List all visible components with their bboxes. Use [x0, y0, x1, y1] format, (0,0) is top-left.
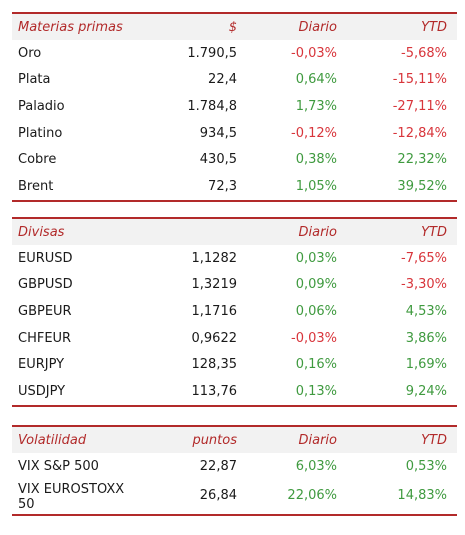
row-value: 430,5: [199, 152, 237, 168]
table-bottom-rule: [12, 199, 457, 202]
row-name: EURJPY: [18, 357, 65, 373]
commodities-header: Materias primas $ Diario YTD: [12, 12, 457, 40]
table-row: Platino 934,5 -0,12% -12,84%: [12, 120, 457, 147]
table-row: VIX EUROSTOXX 50 26,84 22,06% 14,83%: [12, 480, 457, 514]
header-name: Volatilidad: [18, 432, 87, 448]
table-row: GBPUSD 1,3219 0,09% -3,30%: [12, 272, 457, 299]
table-row: GBPEUR 1,1716 0,06% 4,53%: [12, 298, 457, 325]
header-ytd: YTD: [421, 19, 447, 35]
table-row: CHFEUR 0,9622 -0,03% 3,86%: [12, 325, 457, 352]
row-value: 934,5: [199, 125, 237, 141]
row-value: 1.784,8: [187, 98, 237, 114]
row-daily: 0,16%: [295, 357, 337, 373]
row-name: GBPUSD: [18, 277, 73, 293]
row-value: 1,1716: [191, 303, 238, 319]
row-value: 22,87: [199, 458, 237, 474]
row-name: Cobre: [18, 152, 57, 168]
row-value: 113,76: [191, 383, 238, 399]
header-daily: Diario: [298, 224, 338, 240]
table-row: Brent 72,3 1,05% 39,52%: [12, 173, 457, 200]
row-name: Oro: [18, 45, 42, 61]
currencies-table: Divisas Diario YTD EURUSD 1,1282 0,03% -…: [12, 217, 457, 407]
table-bottom-rule: [12, 404, 457, 407]
header-daily: Diario: [298, 432, 338, 448]
row-ytd: 0,53%: [405, 458, 447, 474]
row-daily: -0,03%: [291, 45, 337, 61]
header-unit: $: [228, 19, 237, 35]
row-name: VIX S&P 500: [18, 458, 99, 474]
table-row: Oro 1.790,5 -0,03% -5,68%: [12, 40, 457, 67]
row-ytd: 1,69%: [405, 357, 447, 373]
header-name: Divisas: [18, 224, 65, 240]
row-daily: 6,03%: [295, 458, 337, 474]
row-value: 128,35: [191, 357, 238, 373]
header-ytd: YTD: [421, 432, 447, 448]
row-name: Plata: [18, 72, 51, 88]
row-name: VIX EUROSTOXX 50: [18, 481, 125, 512]
row-daily: 0,64%: [295, 72, 337, 88]
row-daily: 1,73%: [295, 98, 337, 114]
row-daily: 0,09%: [295, 277, 337, 293]
row-value: 1,3219: [191, 277, 238, 293]
table-row: VIX S&P 500 22,87 6,03% 0,53%: [12, 453, 457, 480]
row-ytd: -3,30%: [401, 277, 447, 293]
table-row: Paladio 1.784,8 1,73% -27,11%: [12, 93, 457, 120]
row-daily: 0,13%: [295, 383, 337, 399]
row-daily: 22,06%: [287, 487, 337, 503]
row-value: 72,3: [208, 178, 237, 194]
header-unit: puntos: [192, 432, 237, 448]
table-bottom-rule: [12, 513, 457, 516]
commodities-table: Materias primas $ Diario YTD Oro 1.790,5…: [12, 12, 457, 202]
volatility-table: Volatilidad puntos Diario YTD VIX S&P 50…: [12, 425, 457, 516]
row-ytd: -27,11%: [392, 98, 447, 114]
row-daily: 1,05%: [295, 178, 337, 194]
row-value: 22,4: [208, 72, 237, 88]
row-ytd: 39,52%: [397, 178, 447, 194]
row-ytd: 22,32%: [397, 152, 447, 168]
row-ytd: -7,65%: [401, 250, 447, 266]
table-row: USDJPY 113,76 0,13% 9,24%: [12, 378, 457, 405]
table-row: Plata 22,4 0,64% -15,11%: [12, 67, 457, 94]
row-name: Paladio: [18, 98, 65, 114]
row-ytd: 4,53%: [405, 303, 447, 319]
header-ytd: YTD: [421, 224, 447, 240]
row-name: USDJPY: [18, 383, 66, 399]
currencies-header: Divisas Diario YTD: [12, 217, 457, 245]
row-name: EURUSD: [18, 250, 73, 266]
row-value: 1.790,5: [187, 45, 237, 61]
header-name: Materias primas: [18, 19, 123, 35]
row-ytd: -12,84%: [392, 125, 447, 141]
row-ytd: 9,24%: [405, 383, 447, 399]
row-value: 1,1282: [191, 250, 238, 266]
row-value: 0,9622: [191, 330, 238, 346]
table-row: EURUSD 1,1282 0,03% -7,65%: [12, 245, 457, 272]
row-ytd: -15,11%: [392, 72, 447, 88]
table-row: EURJPY 128,35 0,16% 1,69%: [12, 351, 457, 378]
row-value: 26,84: [199, 487, 237, 503]
row-daily: -0,03%: [291, 330, 337, 346]
row-ytd: 3,86%: [405, 330, 447, 346]
row-name: CHFEUR: [18, 330, 72, 346]
row-ytd: 14,83%: [397, 487, 447, 503]
row-daily: 0,03%: [295, 250, 337, 266]
row-daily: 0,06%: [295, 303, 337, 319]
table-row: Cobre 430,5 0,38% 22,32%: [12, 146, 457, 173]
row-daily: -0,12%: [291, 125, 337, 141]
volatility-header: Volatilidad puntos Diario YTD: [12, 425, 457, 453]
row-name: GBPEUR: [18, 303, 72, 319]
row-name: Platino: [18, 125, 63, 141]
row-daily: 0,38%: [295, 152, 337, 168]
row-name: Brent: [18, 178, 54, 194]
header-daily: Diario: [298, 19, 338, 35]
row-ytd: -5,68%: [401, 45, 447, 61]
